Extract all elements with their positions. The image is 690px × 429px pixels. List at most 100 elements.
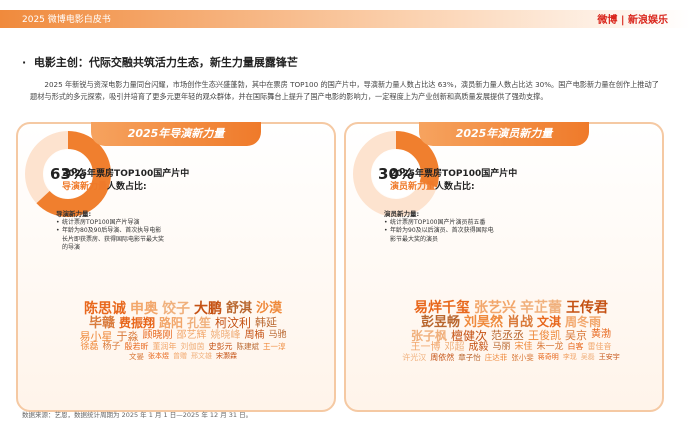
- cloud-name: 周依然: [430, 352, 455, 362]
- donut: 30%: [353, 131, 439, 217]
- definition-title: 导演新力量:: [56, 210, 92, 218]
- cloud-name: 白客: [567, 341, 584, 351]
- header-bar: 2025 微博电影白皮书: [0, 10, 690, 28]
- cloud-name: 杨子: [102, 341, 121, 352]
- cloud-name: 辛芷蕾: [520, 299, 562, 316]
- headline-rest: 人数占比:: [435, 182, 475, 192]
- cloud-name: 姚晓峰: [210, 329, 241, 341]
- cloud-name: 张艺兴: [474, 299, 516, 316]
- cloud-name: 王俊凯: [528, 328, 562, 342]
- cloud-name: 易小星: [79, 329, 113, 343]
- cloud-name: 舒淇: [225, 300, 252, 316]
- definition-title: 演员新力量:: [384, 210, 420, 218]
- cloud-name: 孔笙: [187, 315, 212, 330]
- definition: 演员新力量:统计票房TOP100国产片演员前五番年龄为90及以后演员、首次获得国…: [384, 210, 494, 244]
- cloud-name: 邢文雄: [191, 351, 212, 360]
- cloud-name: 易烊千玺: [414, 299, 470, 316]
- cloud-name: 曾赠: [173, 351, 187, 360]
- cloud-name: 徐磊: [80, 341, 99, 352]
- cloud-name: 范丞丞: [491, 328, 525, 342]
- bullet: 统计票房TOP100国产片导演: [56, 219, 166, 228]
- cloud-name: 史彭元: [208, 341, 233, 351]
- cloud-name: 王一博: [410, 341, 441, 353]
- cloud-name: 宋佳: [514, 341, 533, 352]
- cloud-name: 文晏: [129, 351, 144, 361]
- section-title: · 电影主创：代际交融共筑活力生态，新生力量展露锋芒: [22, 56, 298, 69]
- cloud-name: 刘伽茵: [180, 341, 205, 351]
- logos: 微博 | 新浪娱乐: [597, 15, 668, 26]
- cloud-name: 宋灏霖: [216, 351, 237, 360]
- cloud-name: 马丽: [492, 341, 511, 352]
- donut-label: 63%: [50, 165, 86, 183]
- headline-line: 2025年票房TOP100国产片中: [62, 169, 190, 179]
- headline-highlight: 导演新力量: [62, 182, 108, 192]
- cloud-name: 吴京: [565, 328, 588, 342]
- cloud-name: 成毅: [468, 341, 489, 353]
- cloud-name: 殷若昕: [124, 341, 149, 351]
- section-title-text: 电影主创：代际交融共筑活力生态，新生力量展露锋芒: [33, 56, 298, 69]
- cloud-name: 肖战: [506, 314, 533, 330]
- word-cloud: 陈思诚 申奥 饺子 大鹏 舒淇 沙漠 毕赣 费振翔 路阳 孔笙 柯汶利 韩延 易小星 于淼 顾晓刚 邵艺辉 姚晓…: [73, 258, 293, 404]
- cloud-name: 周楠: [244, 329, 265, 341]
- cloud-name: 李现: [562, 352, 577, 361]
- bullet: 年龄为90及以后演员、首次获得国际电影节最大奖的演员: [384, 227, 494, 244]
- cloud-name: 董润年: [152, 341, 177, 351]
- cloud-name: 陈思诚: [83, 300, 126, 317]
- cloud-name: 周冬雨: [565, 314, 602, 329]
- cloud-name: 刘昊然: [463, 314, 503, 330]
- logo-weibo: 微博: [597, 15, 618, 26]
- panel: 2025年导演新力量 2025年票房TOP100国产片中 导演新力量人数占比: 导演新…: [16, 122, 336, 412]
- cloud-name: 顾晓刚: [142, 329, 173, 341]
- bullet: 统计票房TOP100国产片演员前五番: [384, 219, 494, 228]
- cloud-name: 费振翔: [118, 315, 155, 330]
- cloud-name: 邓超: [444, 341, 465, 353]
- cloud-name: 马驰: [268, 329, 287, 340]
- panel-title: 2025年导演新力量: [91, 122, 261, 146]
- footer: 数据来源：艺恩，数据统计周期为 2025 年 1 月 1 日—2025 年 12…: [22, 411, 253, 419]
- headline-highlight: 演员新力量: [390, 182, 436, 192]
- cloud-name: 王安宇: [598, 352, 620, 361]
- cloud-name: 张子枫: [410, 328, 447, 343]
- cloud-name: 张本煜: [148, 351, 169, 360]
- cloud-name: 彭昱畅: [420, 314, 460, 330]
- cloud-name: 许光汉: [402, 352, 427, 362]
- cloud-name: 蒋奇明: [537, 352, 559, 361]
- donut-arc: [25, 131, 111, 217]
- cloud-name: 檀健次: [451, 328, 488, 343]
- headline-line: 2025年票房TOP100国产片中: [390, 169, 518, 179]
- cloud-name: 雷佳音: [587, 341, 612, 351]
- donut: 63%: [25, 131, 111, 217]
- cloud-name: 朱一龙: [536, 341, 564, 352]
- cloud-name: 饺子: [161, 300, 190, 317]
- cloud-name: 毕赣: [88, 315, 115, 331]
- word-cloud: 易烊千玺 张艺兴 辛芷蕾 王传君彭昱畅 刘昊然 肖战 文淇 周冬雨张子枫 檀健次 范丞丞 王俊凯 吴京…: [401, 258, 621, 404]
- cloud-name: 陈建斌: [236, 341, 260, 351]
- cloud-name: 于淼: [116, 329, 139, 343]
- cloud-name: 吴磊: [580, 352, 595, 361]
- cloud-name: 韩延: [255, 315, 278, 329]
- cloud-name: 柯汶利: [215, 315, 252, 330]
- donut-arc: [353, 131, 439, 217]
- cloud-name: 黄渤: [591, 328, 612, 340]
- cloud-name: 庄达菲: [484, 352, 508, 362]
- cloud-name: 申奥: [129, 300, 158, 317]
- panel-title: 2025年演员新力量: [419, 122, 589, 146]
- headline: 2025年票房TOP100国产片中 演员新力量人数占比:: [390, 168, 517, 194]
- cloud-name: 路阳: [158, 315, 183, 330]
- cloud-name: 王传君: [566, 299, 608, 316]
- donut-center: [372, 150, 420, 198]
- cloud-name: 张小斐: [511, 352, 534, 362]
- paragraph: 2025 年新锐与资深电影力量同台闪耀，市场创作生态兴盛蓬勃，其中在票房 TOP…: [30, 80, 659, 101]
- donut-center: [44, 150, 92, 198]
- cloud-name: 章子怡: [458, 352, 481, 362]
- headline-rest: 人数占比:: [107, 182, 147, 192]
- panel: 2025年演员新力量 2025年票房TOP100国产片中 演员新力量人数占比: 演员新…: [344, 122, 664, 412]
- cloud-name: 沙漠: [256, 300, 283, 316]
- header-title: 2025 微博电影白皮书: [22, 15, 111, 25]
- donut-label: 30%: [378, 165, 414, 183]
- headline: 2025年票房TOP100国产片中 导演新力量人数占比:: [62, 168, 189, 194]
- logo-sina: 新浪娱乐: [628, 15, 668, 26]
- cloud-name: 文淇: [537, 314, 562, 329]
- definition: 导演新力量:统计票房TOP100国产片导演年龄为80及90后导演、首次执导电影长…: [56, 210, 166, 253]
